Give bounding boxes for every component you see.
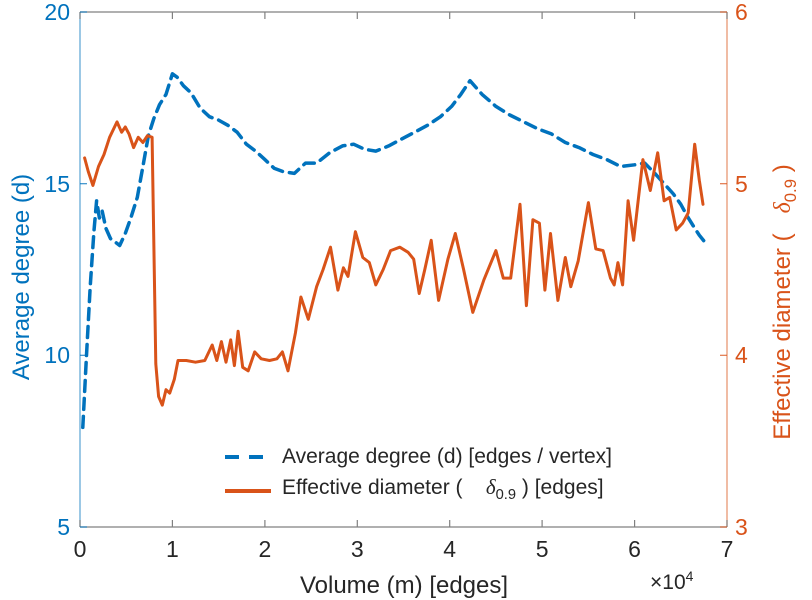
x-tick-label: 5 xyxy=(535,536,549,562)
legend: Average degree (d) [edges / vertex] Effe… xyxy=(224,440,612,508)
legend-entry-effective-diameter: Effective diameter ( δ0.9 ) [edges] xyxy=(224,474,612,508)
right-y-tick-label: 4 xyxy=(735,342,748,369)
right-y-tick-label: 3 xyxy=(735,514,748,540)
series-line-0 xyxy=(81,72,707,430)
legend-label-average-degree: Average degree (d) [edges / vertex] xyxy=(282,445,612,468)
left-y-tick-label: 10 xyxy=(44,342,70,369)
x-axis-exponent-label: ×104 xyxy=(650,568,693,595)
x-tick-label: 3 xyxy=(350,536,364,562)
x-tick-label: 0 xyxy=(73,536,87,562)
x-exponent-power: 4 xyxy=(685,568,694,584)
dashed-line-sample-icon xyxy=(225,455,271,459)
legend-delta-symbol: δ xyxy=(485,474,496,499)
right-y-tick-label: 6 xyxy=(735,0,748,25)
right-y-axis-label-text: Effective diameter ( xyxy=(769,213,797,440)
right-y-tick-label: 5 xyxy=(735,170,748,197)
x-axis-label: Volume (m) [edges] xyxy=(299,572,509,599)
x-tick-label: 6 xyxy=(628,536,641,562)
x-tick-label: 2 xyxy=(258,536,272,562)
x-tick-label: 7 xyxy=(720,536,734,562)
left-y-tick-label: 5 xyxy=(57,514,70,540)
left-y-tick-label: 20 xyxy=(44,0,70,25)
series-line-1 xyxy=(83,120,705,407)
legend-label-effective-diameter: Effective diameter ( δ0.9 ) [edges] xyxy=(282,475,604,507)
legend-label-pre: Effective diameter ( xyxy=(282,475,486,499)
x-tick-label: 1 xyxy=(166,536,179,562)
x-exponent-base: ×10 xyxy=(650,571,686,594)
left-y-axis-label: Average degree (d) xyxy=(8,173,35,381)
left-y-tick-label: 15 xyxy=(44,170,70,197)
x-tick-label: 4 xyxy=(443,536,457,562)
delta-symbol: δ xyxy=(770,202,797,214)
delta-subscript: 0.9 xyxy=(780,178,800,203)
legend-label-post: ) [edges] xyxy=(516,475,604,499)
right-y-axis-label-close: ) xyxy=(769,164,797,179)
solid-line-sample-icon xyxy=(225,489,271,493)
right-y-axis-label: Effective diameter ( δ0.9 ) xyxy=(769,164,801,439)
legend-entry-average-degree: Average degree (d) [edges / vertex] xyxy=(224,440,612,474)
legend-delta-subscript: 0.9 xyxy=(495,487,517,504)
